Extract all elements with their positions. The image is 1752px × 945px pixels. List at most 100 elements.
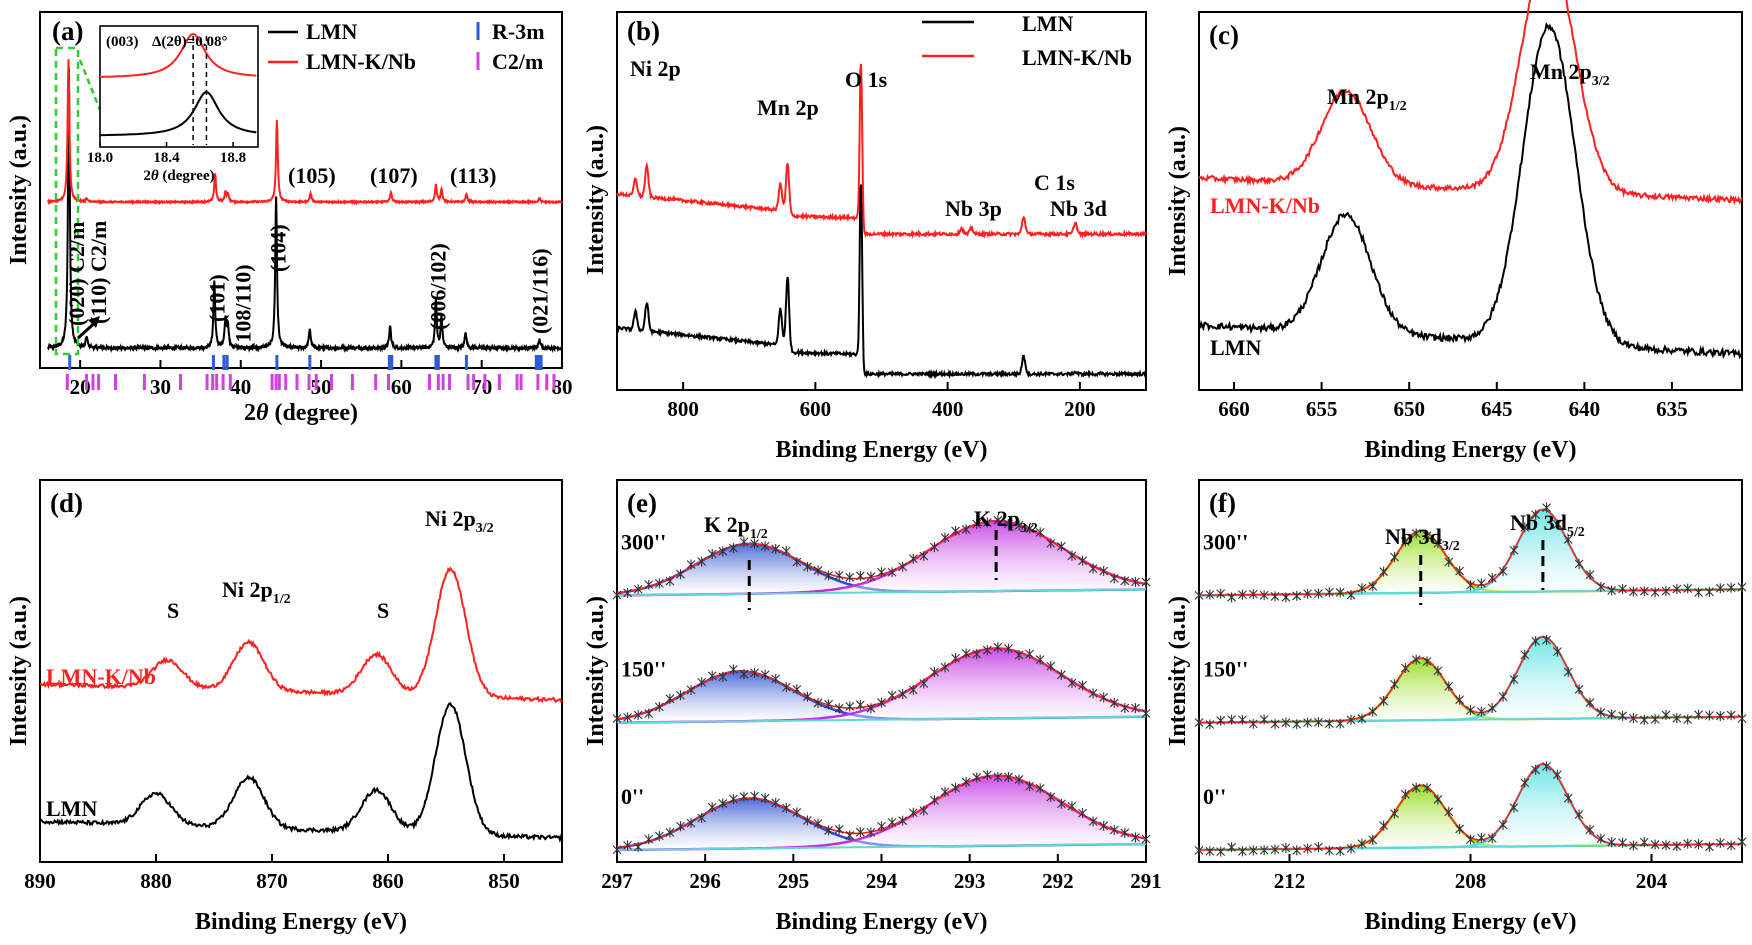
raw-data-point xyxy=(1737,582,1747,593)
raw-data-point xyxy=(1737,713,1747,724)
raw-data-point xyxy=(1661,840,1671,851)
panel-a-ylabel: Intensity (a.u.) xyxy=(6,115,32,265)
panel-d-xtick-label: 880 xyxy=(140,869,172,893)
raw-data-point xyxy=(697,677,707,688)
raw-data-point xyxy=(1563,534,1573,545)
raw-data-point xyxy=(1131,832,1140,843)
inset-highlight-box xyxy=(54,46,80,356)
raw-data-point xyxy=(739,536,749,547)
raw-data-point xyxy=(1238,846,1247,857)
annotation-arrow-head xyxy=(88,316,100,328)
raw-data-point xyxy=(898,815,908,826)
inset-series-lmn-knb xyxy=(100,32,257,78)
annotation-sat-2: S xyxy=(377,598,389,623)
raw-data-point xyxy=(792,807,802,818)
annotation-c1s: C 1s xyxy=(1034,170,1075,195)
raw-data-point xyxy=(1141,833,1151,844)
raw-data-point xyxy=(887,690,897,701)
raw-data-point xyxy=(1585,824,1595,835)
raw-data-point xyxy=(1324,845,1334,856)
panel-c-xtick-label: 650 xyxy=(1393,397,1425,421)
series-label-panel-c-1: LMN xyxy=(1210,335,1261,360)
raw-data-point xyxy=(633,584,643,595)
raw-data-point xyxy=(1476,706,1486,717)
raw-data-point xyxy=(1078,555,1087,566)
raw-data-point xyxy=(1004,772,1013,783)
annotation-021-116: (021/116) xyxy=(528,248,553,334)
series-lmn-xrd xyxy=(47,67,563,354)
raw-data-point xyxy=(834,570,844,581)
raw-data-point xyxy=(1639,837,1649,848)
annotation-110: (110) C2/m xyxy=(86,221,111,324)
raw-data-point xyxy=(1270,719,1280,730)
annotation-105: (105) xyxy=(288,163,336,188)
raw-data-point xyxy=(1314,842,1323,853)
raw-data-point xyxy=(1004,518,1013,529)
raw-data-point xyxy=(1227,714,1236,725)
raw-data-point xyxy=(1141,577,1151,588)
raw-data-point xyxy=(1088,563,1098,574)
panel-e-k2p: 297 296 295 294 293 292 291 Binding Energy (eV)… xyxy=(583,479,1162,935)
series-label-panel-c-0: LMN-K/Nb xyxy=(1210,193,1320,218)
raw-data-point xyxy=(940,532,950,543)
raw-data-point xyxy=(1088,688,1098,699)
annotation-ni2p: Ni 2p xyxy=(630,56,681,81)
raw-data-point xyxy=(1531,509,1541,520)
raw-data-point xyxy=(1596,707,1606,718)
raw-data-point xyxy=(1368,706,1378,717)
panel-c-label: (c) xyxy=(1209,20,1239,50)
annotation-101: (101) xyxy=(205,274,230,322)
annotation-nb3d32: Nb 3d3/2 xyxy=(1385,524,1460,554)
k2p32-fill xyxy=(617,521,1146,596)
raw-data-point xyxy=(1078,808,1087,819)
raw-data-point xyxy=(1335,846,1345,857)
raw-data-point xyxy=(760,793,770,804)
raw-data-point xyxy=(1411,528,1421,539)
raw-data-point xyxy=(961,648,971,659)
panel-c-xlabel: Binding Energy (eV) xyxy=(1364,437,1576,463)
raw-data-point xyxy=(919,805,929,816)
annotation-104: (104) xyxy=(266,224,291,272)
series-lmn-knb-panel-c xyxy=(1198,0,1743,206)
raw-data-point xyxy=(1705,710,1714,721)
raw-data-point xyxy=(855,699,865,710)
raw-data-point xyxy=(1303,843,1312,854)
raw-data-point xyxy=(644,579,654,590)
panel-d-ni2p: 890 880 870 860 850 Binding Energy (eV) Intens… xyxy=(6,479,563,935)
raw-data-point xyxy=(1335,718,1345,729)
raw-data-point xyxy=(1099,820,1109,831)
raw-data-point xyxy=(1099,692,1109,703)
raw-data-point xyxy=(951,653,960,664)
raw-data-point xyxy=(1400,663,1410,674)
raw-data-point xyxy=(1141,708,1151,719)
series-lmn-survey xyxy=(616,184,1147,380)
panel-c-mn2p: 660 655 650 645 640 635 Binding Energy (eV) Int… xyxy=(1165,0,1743,463)
inset-xtick-label: 18.0 xyxy=(87,150,113,166)
raw-data-point xyxy=(1661,586,1671,597)
raw-data-point xyxy=(845,830,855,841)
raw-data-point xyxy=(1650,714,1660,725)
raw-data-point xyxy=(1368,581,1378,592)
raw-data-point xyxy=(1390,552,1399,563)
inset-peak-label: (003) xyxy=(106,34,139,50)
raw-data-point xyxy=(1574,558,1584,569)
legend-r3m-label: R-3m xyxy=(492,19,545,44)
series-label-panel-d-1: LMN xyxy=(46,796,97,821)
raw-data-point xyxy=(750,791,759,802)
panel-b-xtick-label: 800 xyxy=(667,397,699,421)
raw-data-point xyxy=(1639,714,1649,725)
raw-data-point xyxy=(1520,777,1530,788)
panel-e-xtick-label: 297 xyxy=(601,869,633,893)
raw-data-point xyxy=(824,570,833,581)
raw-data-point xyxy=(834,703,844,714)
raw-data-point xyxy=(1025,649,1035,660)
fit-baseline xyxy=(617,843,1146,851)
raw-data-point xyxy=(697,556,707,567)
panel-f-xtick-label: 204 xyxy=(1636,869,1668,893)
raw-data-point xyxy=(654,701,664,712)
annotation-020: (020) C2/m xyxy=(64,222,89,326)
panel-f-xtick-label: 212 xyxy=(1274,869,1306,893)
raw-data-point xyxy=(1596,833,1606,844)
raw-data-point xyxy=(781,545,791,556)
raw-data-point xyxy=(750,667,759,678)
